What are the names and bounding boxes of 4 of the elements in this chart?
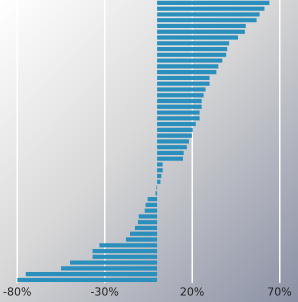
x-tick-label: -80%	[3, 285, 32, 298]
x-tick-label: -30%	[90, 285, 119, 298]
x-tick-label: 20%	[180, 285, 204, 298]
x-tick-label: 70%	[267, 285, 292, 298]
